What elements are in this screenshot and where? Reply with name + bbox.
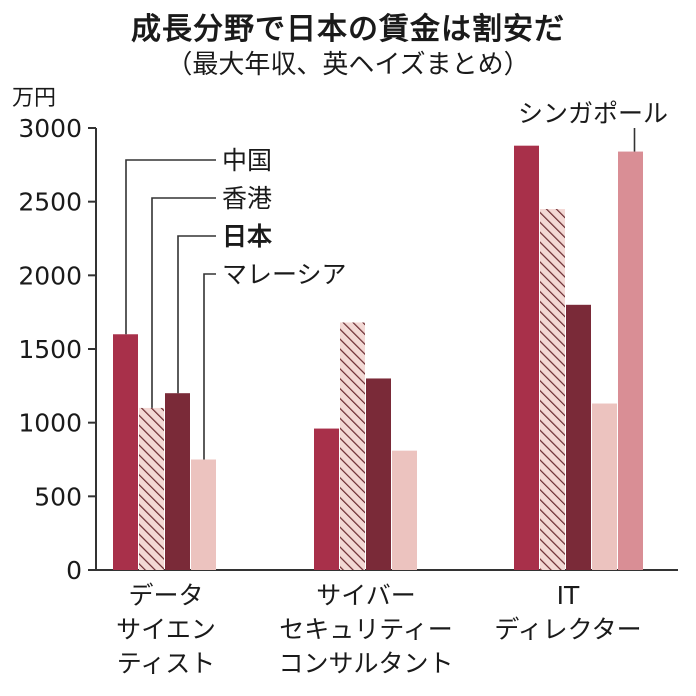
legend-label-5: シンガポール xyxy=(518,99,668,128)
bar-1-2 xyxy=(314,428,339,570)
category-label-1-line-2: サイエン xyxy=(116,615,216,644)
legend-label-4: マレーシア xyxy=(222,260,347,289)
legend-label-3: 日本 xyxy=(222,222,272,251)
legend-leader-4 xyxy=(203,273,216,460)
legend-label-2: 香港 xyxy=(222,184,272,213)
category-label-2-line-1: サイバー xyxy=(316,581,416,610)
category-label-3-line-1: IT xyxy=(557,581,580,610)
y-tick-label: 3000 xyxy=(18,114,82,143)
category-label-1-line-1: データ xyxy=(128,581,203,610)
y-tick-label: 1500 xyxy=(18,335,82,364)
bar-3-1 xyxy=(165,393,190,570)
chart-subtitle: （最大年収、英ヘイズまとめ） xyxy=(166,50,530,80)
bar-4-1 xyxy=(191,459,216,570)
legend-leader-layer xyxy=(125,128,636,460)
y-tick-label: 0 xyxy=(66,556,82,585)
bar-1-1 xyxy=(113,334,138,570)
legend-leader-2 xyxy=(151,197,216,408)
category-label-2-line-3: コンサルタント xyxy=(278,649,453,678)
bar-2-1 xyxy=(139,407,164,570)
axis-layer: 0 500 1000 1500 2000 2500 3000 xyxy=(18,114,678,585)
legend-leader-1 xyxy=(125,159,216,335)
y-tick-label: 2500 xyxy=(18,188,82,217)
bar-4-3 xyxy=(592,403,617,570)
bar-4-2 xyxy=(392,450,417,570)
bar-layer xyxy=(113,145,643,571)
legend-leader-3 xyxy=(177,235,216,394)
legend-label-1: 中国 xyxy=(222,146,272,175)
category-label-3-line-2: ディレクター xyxy=(494,615,641,644)
category-label-1-line-3: ティスト xyxy=(117,649,216,678)
bar-2-3 xyxy=(540,209,565,571)
bar-2-2 xyxy=(340,322,365,570)
category-label-2-line-2: セキュリティー xyxy=(279,615,453,644)
y-tick-label: 1000 xyxy=(18,409,82,438)
chart-title: 成長分野で日本の賃金は割安だ xyxy=(131,12,565,47)
bar-3-2 xyxy=(366,378,391,570)
y-tick-label: 2000 xyxy=(18,261,82,290)
bar-3-3 xyxy=(566,304,591,570)
bar-5-3 xyxy=(618,151,643,570)
y-axis-unit-label: 万円 xyxy=(12,86,57,111)
bar-1-3 xyxy=(514,145,539,570)
y-tick-label: 500 xyxy=(34,482,82,511)
